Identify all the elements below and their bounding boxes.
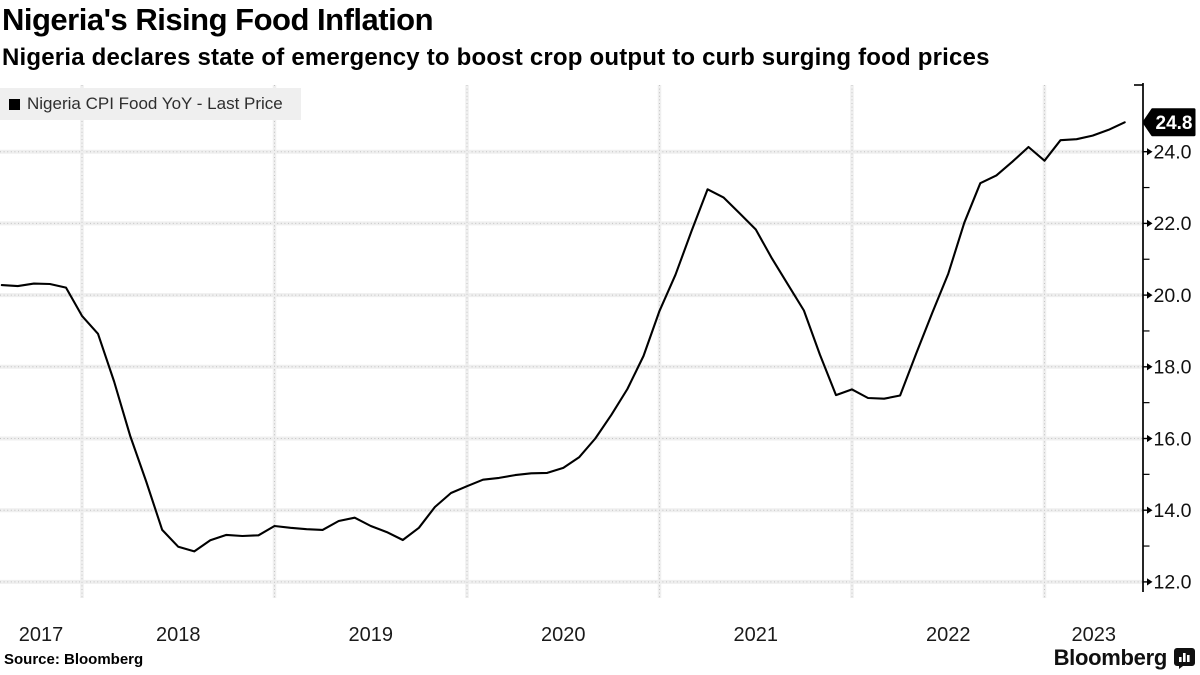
y-tick-arrow-icon (1147, 363, 1153, 371)
y-tick-label: 18.0 (1154, 357, 1192, 379)
legend-series-marker-icon (9, 98, 20, 110)
y-tick-arrow-icon (1147, 578, 1153, 586)
bloomberg-wordmark: Bloomberg (1053, 645, 1168, 670)
chart-subtitle: Nigeria declares state of emergency to b… (2, 44, 990, 71)
y-tick-arrow-icon (1147, 219, 1153, 227)
y-tick-arrow-icon (1147, 434, 1153, 443)
legend: Nigeria CPI Food YoY - Last Price (0, 88, 301, 120)
source-attribution: Source: Bloomberg (4, 651, 144, 668)
legend-series-label: Nigeria CPI Food YoY - Last Price (27, 94, 283, 113)
x-year-label: 2022 (926, 624, 971, 646)
y-tick-arrow-icon (1147, 506, 1153, 514)
y-tick-arrow-icon (1147, 291, 1153, 299)
y-tick-label: 12.0 (1154, 572, 1192, 594)
last-price-label: 24.8 (1156, 113, 1193, 134)
y-tick-label: 16.0 (1154, 428, 1192, 450)
series-line (0, 121, 1126, 553)
y-tick-label: 20.0 (1154, 285, 1192, 307)
x-year-label: 2021 (734, 624, 779, 646)
y-tick-arrow-icon (1147, 148, 1153, 156)
x-year-label: 2023 (1072, 624, 1117, 646)
bloomberg-logo: Bloomberg (1054, 645, 1195, 671)
y-tick-label: 24.0 (1154, 142, 1192, 164)
y-tick-label: 14.0 (1154, 500, 1192, 522)
y-tick-label: 22.0 (1154, 213, 1192, 235)
x-year-label: 2020 (541, 624, 586, 646)
page-title: Nigeria's Rising Food Inflation (2, 2, 434, 37)
x-year-label: 2018 (156, 624, 201, 646)
x-year-label: 2017 (19, 624, 64, 646)
x-year-label: 2019 (349, 624, 394, 646)
last-price-badge (1142, 108, 1196, 137)
bloomberg-terminal-icon (1174, 647, 1195, 669)
